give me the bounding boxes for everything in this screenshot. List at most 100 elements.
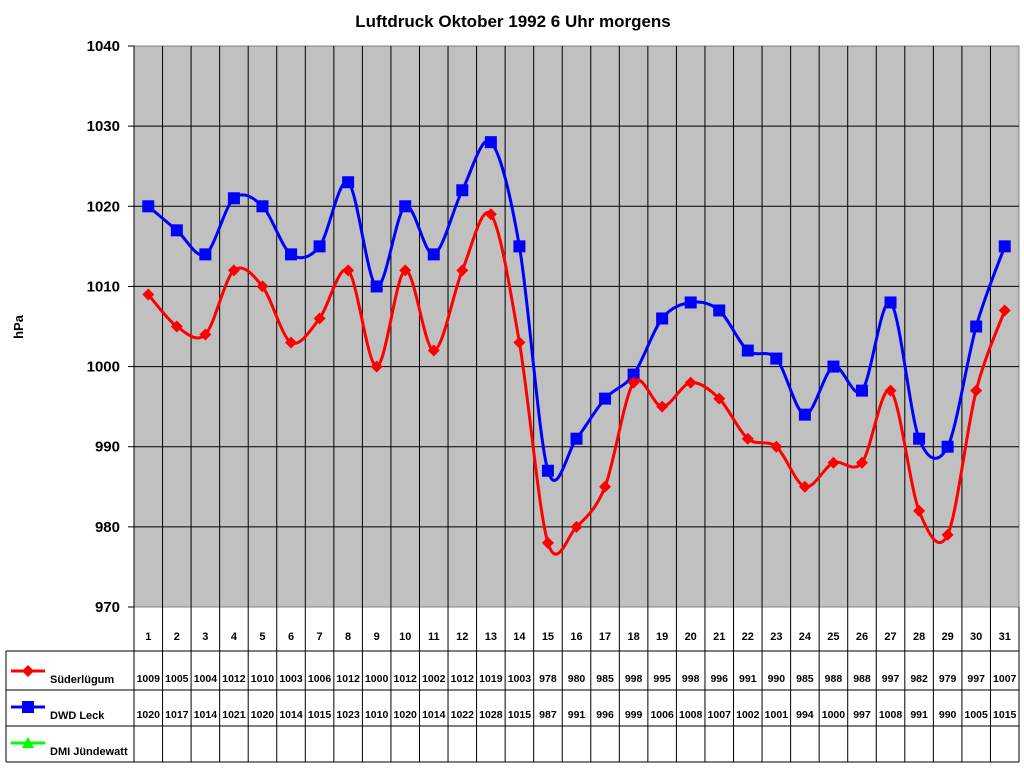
table-cell-value: 997 bbox=[882, 673, 900, 685]
category-label: 12 bbox=[456, 631, 468, 643]
category-label: 18 bbox=[627, 631, 639, 643]
category-label: 31 bbox=[999, 631, 1011, 643]
diamond-marker-icon bbox=[684, 376, 697, 389]
square-marker-icon bbox=[513, 240, 526, 253]
table-cell-value: 1008 bbox=[679, 709, 703, 721]
category-label: 23 bbox=[770, 631, 782, 643]
diamond-marker-icon bbox=[22, 665, 34, 677]
diamond-marker-icon bbox=[256, 280, 269, 293]
data-table: 1 2 3 4 5 6 7 8 9 10 11 12 13 14 15 16 17 18 19 20 21 22 23 24 2… bbox=[5, 631, 1019, 763]
table-cell-value: 978 bbox=[539, 673, 557, 685]
diamond-marker-icon bbox=[713, 392, 726, 405]
table-cell-value: 997 bbox=[967, 673, 985, 685]
table-cell-value: 1006 bbox=[650, 709, 674, 721]
table-cell-value: 985 bbox=[596, 673, 614, 685]
diamond-marker-icon bbox=[627, 376, 640, 389]
table-cell-value: 1005 bbox=[165, 673, 189, 685]
table-cell-value: 990 bbox=[768, 673, 786, 685]
table-cell-value: 1010 bbox=[251, 673, 275, 685]
table-cell-value: 990 bbox=[939, 709, 957, 721]
y-tick-label: 970 bbox=[95, 599, 120, 616]
category-label: 27 bbox=[884, 631, 896, 643]
diamond-marker-icon bbox=[199, 328, 212, 341]
square-marker-icon bbox=[22, 701, 34, 713]
square-marker-icon bbox=[256, 200, 269, 213]
category-label: 22 bbox=[742, 631, 754, 643]
category-label: 28 bbox=[913, 631, 925, 643]
diamond-marker-icon bbox=[770, 440, 783, 453]
table-cell-value: 1005 bbox=[964, 709, 988, 721]
diamond-marker-icon bbox=[342, 264, 355, 277]
table-cell-value: 1015 bbox=[993, 709, 1017, 721]
table-cell-value: 988 bbox=[853, 673, 871, 685]
table-cell-value: 1017 bbox=[165, 709, 189, 721]
series-DWD Leck bbox=[142, 136, 1011, 482]
diamond-marker-icon bbox=[456, 264, 469, 277]
square-marker-icon bbox=[970, 320, 983, 333]
y-tick-label: 1020 bbox=[87, 198, 120, 215]
square-marker-icon bbox=[713, 304, 726, 317]
diamond-marker-icon bbox=[541, 536, 554, 549]
table-cell-value: 982 bbox=[910, 673, 928, 685]
category-label: 14 bbox=[513, 631, 526, 643]
table-cell-value: 980 bbox=[568, 673, 586, 685]
table-cell-value: 996 bbox=[710, 673, 728, 685]
series-layer bbox=[142, 136, 1011, 556]
diamond-marker-icon bbox=[513, 336, 526, 349]
y-tick-label: 1040 bbox=[87, 38, 120, 55]
square-marker-icon bbox=[827, 360, 840, 373]
square-marker-icon bbox=[342, 176, 355, 189]
square-marker-icon bbox=[285, 248, 298, 261]
diamond-marker-icon bbox=[484, 208, 497, 221]
table-cell-value: 999 bbox=[625, 709, 643, 721]
category-label: 25 bbox=[827, 631, 839, 643]
square-marker-icon bbox=[798, 408, 811, 421]
table-cell-value: 1012 bbox=[336, 673, 360, 685]
category-label: 9 bbox=[374, 631, 380, 643]
category-label: 16 bbox=[570, 631, 582, 643]
table-cell-value: 988 bbox=[825, 673, 843, 685]
table-cell-value: 1000 bbox=[365, 673, 389, 685]
diamond-marker-icon bbox=[427, 344, 440, 357]
table-cell-value: 991 bbox=[910, 709, 928, 721]
plot-area bbox=[133, 45, 1020, 762]
table-cell-value: 1020 bbox=[137, 709, 161, 721]
category-label: 21 bbox=[713, 631, 725, 643]
square-marker-icon bbox=[941, 440, 954, 453]
category-label: 8 bbox=[345, 631, 351, 643]
square-marker-icon bbox=[170, 224, 183, 237]
y-axis-label: hPa bbox=[11, 314, 26, 339]
category-label: 30 bbox=[970, 631, 982, 643]
table-cell-value: 1002 bbox=[422, 673, 446, 685]
table-cell-value: 1020 bbox=[251, 709, 275, 721]
table-cell-value: 997 bbox=[853, 709, 871, 721]
diamond-marker-icon bbox=[313, 312, 326, 325]
diamond-marker-icon bbox=[855, 456, 868, 469]
table-cell-value: 1023 bbox=[336, 709, 360, 721]
diamond-marker-icon bbox=[798, 480, 811, 493]
square-marker-icon bbox=[370, 280, 383, 293]
table-cell-value: 998 bbox=[625, 673, 643, 685]
square-marker-icon bbox=[399, 200, 412, 213]
diamond-marker-icon bbox=[142, 288, 155, 301]
series-line bbox=[147, 139, 1007, 482]
table-cell-value: 1012 bbox=[394, 673, 418, 685]
y-tick-label: 980 bbox=[95, 519, 120, 536]
category-label: 19 bbox=[656, 631, 668, 643]
table-cell-value: 1007 bbox=[993, 673, 1017, 685]
square-marker-icon bbox=[770, 352, 783, 365]
diamond-marker-icon bbox=[656, 400, 669, 413]
table-cell-value: 1009 bbox=[137, 673, 161, 685]
table-cell-value: 991 bbox=[568, 709, 586, 721]
square-marker-icon bbox=[627, 368, 640, 381]
table-cell-value: 1020 bbox=[394, 709, 418, 721]
square-marker-icon bbox=[484, 136, 497, 149]
y-axis-ticks: 970 980 990 1000 1010 1020 1030 1040 bbox=[87, 38, 134, 616]
y-tick-label: 1030 bbox=[87, 118, 120, 135]
y-tick-label: 1000 bbox=[87, 359, 120, 376]
table-cell-value: 1007 bbox=[708, 709, 732, 721]
chart-title: Luftdruck Oktober 1992 6 Uhr morgens bbox=[355, 12, 671, 31]
square-marker-icon bbox=[427, 248, 440, 261]
table-cell-value: 1014 bbox=[279, 709, 303, 721]
